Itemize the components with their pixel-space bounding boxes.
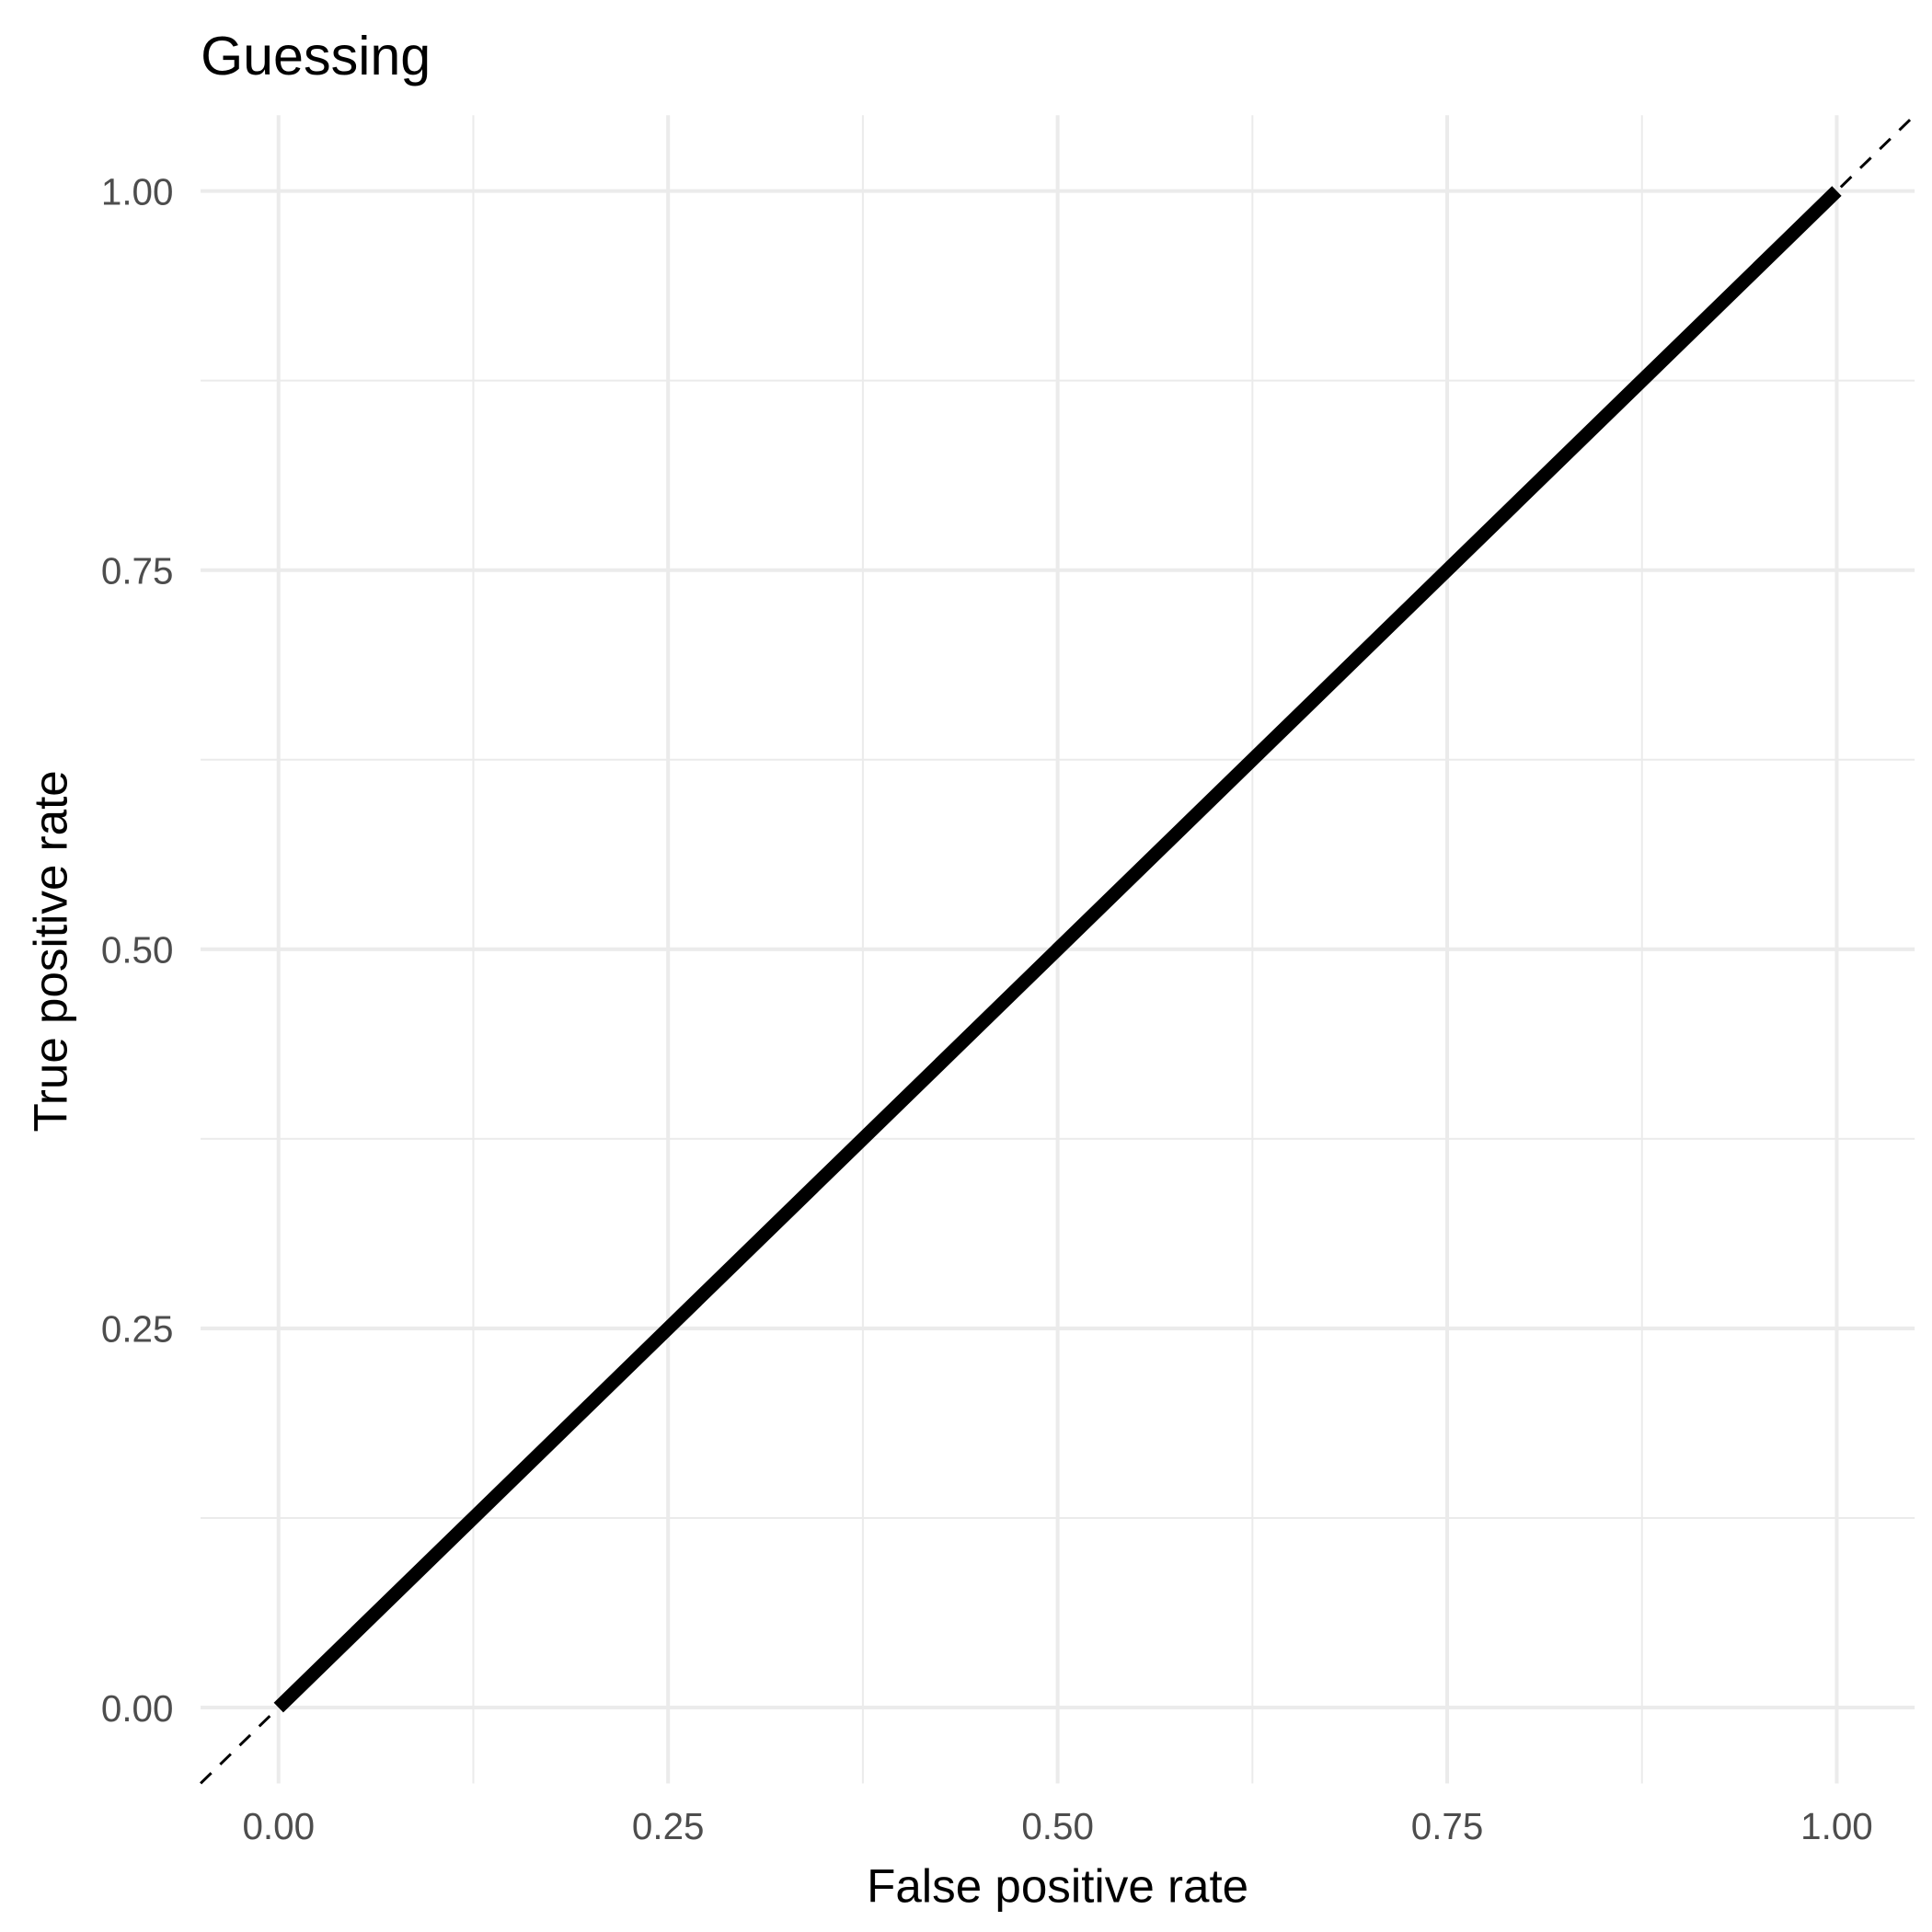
x-tick-label: 0.75 (1411, 1805, 1484, 1847)
ticks: 0.00 0.25 0.50 0.75 1.00 0.00 0.25 0.50 0.75 1.00 (101, 170, 1873, 1847)
roc-curve-line (273, 186, 1842, 1713)
y-tick-label: 0.75 (101, 550, 174, 592)
y-axis-label: True positive rate (25, 770, 77, 1132)
x-axis-label: False positive rate (867, 1860, 1248, 1913)
x-tick-label: 0.50 (1021, 1805, 1094, 1847)
x-tick-label: 0.00 (242, 1805, 315, 1847)
x-tick-label: 0.25 (632, 1805, 705, 1847)
y-tick-label: 0.25 (101, 1308, 174, 1351)
grid (201, 115, 1915, 1784)
y-tick-label: 0.50 (101, 929, 174, 972)
y-tick-label: 0.00 (101, 1687, 174, 1730)
chart-title: Guessing (201, 25, 431, 86)
x-tick-label: 1.00 (1800, 1805, 1873, 1847)
marks (200, 114, 1916, 1785)
y-tick-label: 1.00 (101, 170, 174, 213)
